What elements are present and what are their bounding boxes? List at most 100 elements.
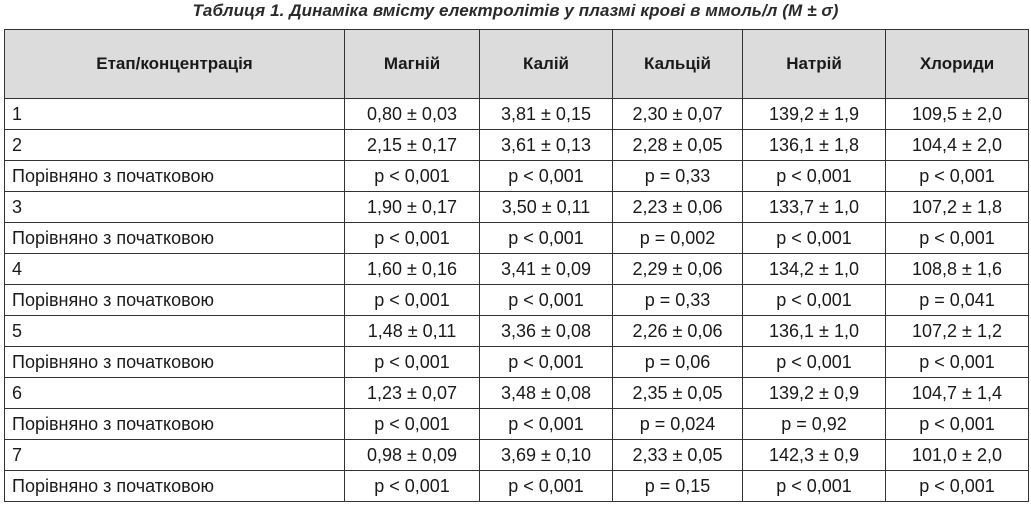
cell-sodium: p < 0,001 bbox=[742, 346, 886, 378]
header-row: Етап/концентрація Магній Калій Кальцій Н… bbox=[4, 29, 1029, 99]
cell-potassium: 3,61 ± 0,13 bbox=[479, 129, 613, 161]
cell-calcium: 2,28 ± 0,05 bbox=[612, 129, 743, 161]
cell-sodium: p < 0,001 bbox=[742, 284, 886, 316]
cell-calcium: 2,23 ± 0,06 bbox=[612, 191, 743, 223]
cell-chlorides: p = 0,041 bbox=[885, 284, 1029, 316]
cell-stage: 4 bbox=[4, 253, 345, 285]
header-cell-chlorides: Хлориди bbox=[885, 29, 1029, 99]
table-row: Порівняно з початковою p < 0,001 p < 0,001… bbox=[4, 284, 1029, 316]
cell-stage: Порівняно з початковою bbox=[4, 470, 345, 502]
cell-sodium: 142,3 ± 0,9 bbox=[742, 439, 886, 471]
cell-stage: 7 bbox=[4, 439, 345, 471]
cell-chlorides: p < 0,001 bbox=[885, 346, 1029, 378]
cell-magnesium: 1,60 ± 0,16 bbox=[344, 253, 480, 285]
cell-sodium: p < 0,001 bbox=[742, 470, 886, 502]
cell-calcium: 2,30 ± 0,07 bbox=[612, 98, 743, 130]
cell-sodium: 133,7 ± 1,0 bbox=[742, 191, 886, 223]
cell-magnesium: 0,80 ± 0,03 bbox=[344, 98, 480, 130]
cell-calcium: 2,35 ± 0,05 bbox=[612, 377, 743, 409]
cell-magnesium: p < 0,001 bbox=[344, 284, 480, 316]
cell-magnesium: 1,90 ± 0,17 bbox=[344, 191, 480, 223]
table-row: 7 0,98 ± 0,09 3,69 ± 0,10 2,33 ± 0,05 142,3 … bbox=[4, 439, 1029, 471]
cell-sodium: 139,2 ± 0,9 bbox=[742, 377, 886, 409]
header-cell-sodium: Натрій bbox=[742, 29, 886, 99]
cell-magnesium: p < 0,001 bbox=[344, 346, 480, 378]
cell-potassium: p < 0,001 bbox=[479, 160, 613, 192]
cell-magnesium: p < 0,001 bbox=[344, 470, 480, 502]
table-body: 1 0,80 ± 0,03 3,81 ± 0,15 2,30 ± 0,07 139,2 … bbox=[4, 98, 1029, 502]
cell-stage: Порівняно з початковою bbox=[4, 346, 345, 378]
header-cell-calcium: Кальцій bbox=[612, 29, 743, 99]
cell-stage: Порівняно з початковою bbox=[4, 408, 345, 440]
cell-calcium: p = 0,024 bbox=[612, 408, 743, 440]
electrolytes-table: Етап/концентрація Магній Калій Кальцій Н… bbox=[4, 29, 1029, 502]
table-row: 1 0,80 ± 0,03 3,81 ± 0,15 2,30 ± 0,07 139,2 … bbox=[4, 98, 1029, 130]
cell-magnesium: 1,48 ± 0,11 bbox=[344, 315, 480, 347]
cell-sodium: p < 0,001 bbox=[742, 160, 886, 192]
cell-potassium: p < 0,001 bbox=[479, 222, 613, 254]
cell-stage: Порівняно з початковою bbox=[4, 284, 345, 316]
table-row: Порівняно з початковою p < 0,001 p < 0,001… bbox=[4, 222, 1029, 254]
cell-potassium: p < 0,001 bbox=[479, 346, 613, 378]
cell-chlorides: 104,7 ± 1,4 bbox=[885, 377, 1029, 409]
cell-stage: 3 bbox=[4, 191, 345, 223]
cell-sodium: 136,1 ± 1,8 bbox=[742, 129, 886, 161]
cell-magnesium: 1,23 ± 0,07 bbox=[344, 377, 480, 409]
header-cell-potassium: Калій bbox=[479, 29, 613, 99]
cell-calcium: 2,26 ± 0,06 bbox=[612, 315, 743, 347]
cell-calcium: 2,29 ± 0,06 bbox=[612, 253, 743, 285]
table-caption: Таблиця 1. Динаміка вмісту електролітів … bbox=[192, 1, 839, 20]
cell-chlorides: 107,2 ± 1,8 bbox=[885, 191, 1029, 223]
table-row: 6 1,23 ± 0,07 3,48 ± 0,08 2,35 ± 0,05 139,2 … bbox=[4, 377, 1029, 409]
cell-calcium: p = 0,15 bbox=[612, 470, 743, 502]
table-row: Порівняно з початковою p < 0,001 p < 0,001… bbox=[4, 408, 1029, 440]
cell-calcium: p = 0,33 bbox=[612, 284, 743, 316]
cell-calcium: p = 0,33 bbox=[612, 160, 743, 192]
cell-sodium: 139,2 ± 1,9 bbox=[742, 98, 886, 130]
cell-chlorides: p < 0,001 bbox=[885, 470, 1029, 502]
cell-chlorides: 107,2 ± 1,2 bbox=[885, 315, 1029, 347]
cell-stage: Порівняно з початковою bbox=[4, 160, 345, 192]
cell-stage: 5 bbox=[4, 315, 345, 347]
cell-potassium: 3,41 ± 0,09 bbox=[479, 253, 613, 285]
cell-calcium: p = 0,002 bbox=[612, 222, 743, 254]
cell-sodium: p < 0,001 bbox=[742, 222, 886, 254]
cell-sodium: p = 0,92 bbox=[742, 408, 886, 440]
cell-chlorides: 109,5 ± 2,0 bbox=[885, 98, 1029, 130]
header-cell-magnesium: Магній bbox=[344, 29, 480, 99]
cell-stage: 2 bbox=[4, 129, 345, 161]
cell-chlorides: 101,0 ± 2,0 bbox=[885, 439, 1029, 471]
table-row: Порівняно з початковою p < 0,001 p < 0,001… bbox=[4, 470, 1029, 502]
table-header: Етап/концентрація Магній Калій Кальцій Н… bbox=[4, 29, 1029, 99]
cell-magnesium: p < 0,001 bbox=[344, 408, 480, 440]
table-row: Порівняно з початковою p < 0,001 p < 0,001… bbox=[4, 346, 1029, 378]
cell-potassium: 3,48 ± 0,08 bbox=[479, 377, 613, 409]
cell-magnesium: 0,98 ± 0,09 bbox=[344, 439, 480, 471]
cell-calcium: p = 0,06 bbox=[612, 346, 743, 378]
table-row: Порівняно з початковою p < 0,001 p < 0,001… bbox=[4, 160, 1029, 192]
table-row: 4 1,60 ± 0,16 3,41 ± 0,09 2,29 ± 0,06 134,2 … bbox=[4, 253, 1029, 285]
cell-potassium: 3,69 ± 0,10 bbox=[479, 439, 613, 471]
table-row: 2 2,15 ± 0,17 3,61 ± 0,13 2,28 ± 0,05 136,1 … bbox=[4, 129, 1029, 161]
cell-chlorides: p < 0,001 bbox=[885, 160, 1029, 192]
cell-magnesium: 2,15 ± 0,17 bbox=[344, 129, 480, 161]
table-row: 5 1,48 ± 0,11 3,36 ± 0,08 2,26 ± 0,06 136,1 … bbox=[4, 315, 1029, 347]
cell-chlorides: p < 0,001 bbox=[885, 408, 1029, 440]
cell-stage: Порівняно з початковою bbox=[4, 222, 345, 254]
cell-magnesium: p < 0,001 bbox=[344, 222, 480, 254]
cell-sodium: 136,1 ± 1,0 bbox=[742, 315, 886, 347]
cell-potassium: p < 0,001 bbox=[479, 408, 613, 440]
cell-potassium: 3,50 ± 0,11 bbox=[479, 191, 613, 223]
table-row: 3 1,90 ± 0,17 3,50 ± 0,11 2,23 ± 0,06 133,7 … bbox=[4, 191, 1029, 223]
cell-sodium: 134,2 ± 1,0 bbox=[742, 253, 886, 285]
cell-stage: 1 bbox=[4, 98, 345, 130]
cell-potassium: 3,81 ± 0,15 bbox=[479, 98, 613, 130]
cell-magnesium: p < 0,001 bbox=[344, 160, 480, 192]
cell-calcium: 2,33 ± 0,05 bbox=[612, 439, 743, 471]
cell-chlorides: 104,4 ± 2,0 bbox=[885, 129, 1029, 161]
header-cell-stage: Етап/концентрація bbox=[4, 29, 345, 99]
cell-potassium: 3,36 ± 0,08 bbox=[479, 315, 613, 347]
cell-potassium: p < 0,001 bbox=[479, 284, 613, 316]
cell-potassium: p < 0,001 bbox=[479, 470, 613, 502]
cell-chlorides: 108,8 ± 1,6 bbox=[885, 253, 1029, 285]
